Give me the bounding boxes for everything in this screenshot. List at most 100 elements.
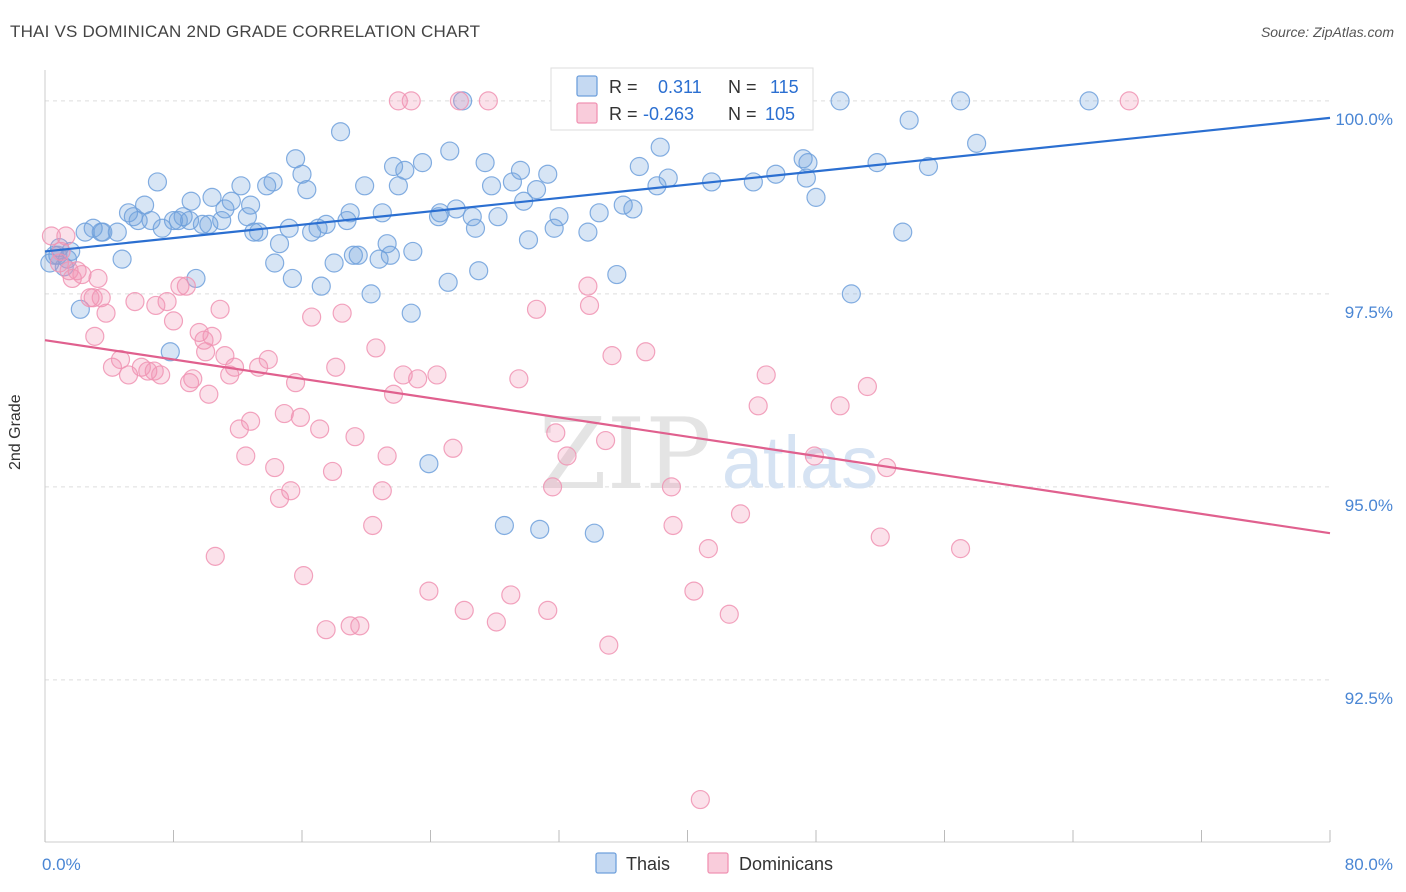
thais-point-123 [918,156,939,177]
thais-point-113 [465,218,486,238]
dominicans-point-91 [719,604,739,624]
dominicans-series [41,91,1139,810]
dominicans-point-30 [202,326,222,346]
thais-point-55 [377,234,397,254]
thais-point-5 [61,241,81,262]
thais-point-106 [163,210,184,231]
dominicans-point-3 [56,226,76,246]
thais-point-10 [93,222,113,242]
dominicans-point-56 [350,616,370,636]
thais-point-61 [412,153,433,173]
thais-point-42 [297,180,317,200]
dominicans-point-103 [144,361,164,381]
thais-point-50 [348,245,368,265]
thais-point-46 [324,253,344,273]
thais-n-value: 115 [770,77,799,97]
dominicans-point-97 [857,376,878,397]
thais-point-124 [967,133,987,153]
thais-trend-line [44,116,1331,253]
thais-point-105 [118,203,139,223]
thais-legend-swatch [576,75,598,97]
dominicans-point-75 [526,299,547,319]
dominicans-point-78 [546,423,566,443]
thais-point-25 [192,214,213,234]
dominicans-point-71 [478,91,498,111]
dominicans-point-46 [290,407,310,427]
dominicans-point-89 [690,789,710,810]
dominicans-point-38 [241,411,261,431]
thais-point-94 [743,172,763,192]
thais-point-79 [538,164,558,184]
dominicans-point-48 [302,307,322,327]
thais-point-101 [899,110,919,130]
y-tick-label-2: 97.5% [1345,303,1393,322]
thais-point-99 [841,284,861,304]
dominicans-point-37 [236,446,256,466]
dominicans-point-10 [88,268,108,289]
thais-point-41 [292,164,312,184]
dominicans-point-19 [146,295,166,316]
thais-point-116 [589,203,609,223]
dominicans-point-92 [730,504,751,524]
thais-point-75 [510,160,531,180]
thais-point-73 [494,515,514,536]
dominicans-point-7 [72,264,92,285]
dominicans-point-40 [258,349,278,370]
dominicans-point-41 [265,457,285,478]
legend-dominicans-swatch [707,852,729,874]
thais-point-100 [893,222,913,242]
dominicans-point-72 [486,612,506,632]
dominicans-point-31 [205,546,225,566]
dominicans-point-77 [542,477,563,497]
dominicans-point-58 [366,338,386,358]
stats-legend: R = 0.311 N = 115 R = -0.263 N = 105 [550,67,814,131]
thais-point-88 [629,156,649,177]
thais-point-69 [469,261,489,281]
thais-point-32 [241,195,261,215]
dominicans-point-82 [595,430,616,451]
thais-point-86 [607,264,627,285]
dominicans-point-24 [176,276,196,296]
thais-point-38 [279,218,299,238]
thais-point-80 [549,207,569,227]
thais-r-label: R = [609,77,638,97]
dominicans-n-label: N = [728,104,757,124]
thais-point-76 [518,230,539,250]
thais-n-label: N = [728,77,757,97]
thais-point-53 [369,249,389,269]
thais-point-47 [330,122,351,142]
dominicans-point-73 [501,585,521,605]
dominicans-point-0 [41,226,62,246]
thais-point-115 [544,218,564,238]
dominicans-point-54 [340,616,360,636]
thais-point-98 [830,91,850,111]
dominicans-point-80 [578,276,598,296]
thais-point-37 [269,234,290,254]
legend-thais-swatch [595,852,617,874]
dominicans-point-21 [157,292,177,312]
dominicans-point-101 [1119,91,1139,111]
dominicans-point-9 [83,288,103,308]
thais-point-117 [613,195,633,215]
dominicans-point-59 [372,481,392,501]
thais-point-71 [481,176,502,196]
dominicans-point-43 [274,403,294,424]
thais-point-83 [578,222,598,242]
dominicans-point-52 [326,357,346,377]
thais-point-22 [179,210,200,231]
axes [44,70,1331,843]
dominicans-trend-line [44,339,1331,535]
thais-point-16 [141,210,161,231]
dominicans-point-94 [756,365,776,385]
dominicans-point-70 [454,600,474,621]
thais-point-108 [244,222,264,242]
thais-point-118 [658,168,678,188]
thais-point-35 [263,172,283,192]
legend-thais-label: Thais [626,854,670,874]
thais-point-78 [526,180,547,200]
thais-point-121 [806,187,826,207]
dominicans-point-16 [125,292,145,312]
dominicans-n-value: 105 [765,104,795,124]
dominicans-point-68 [443,438,463,458]
